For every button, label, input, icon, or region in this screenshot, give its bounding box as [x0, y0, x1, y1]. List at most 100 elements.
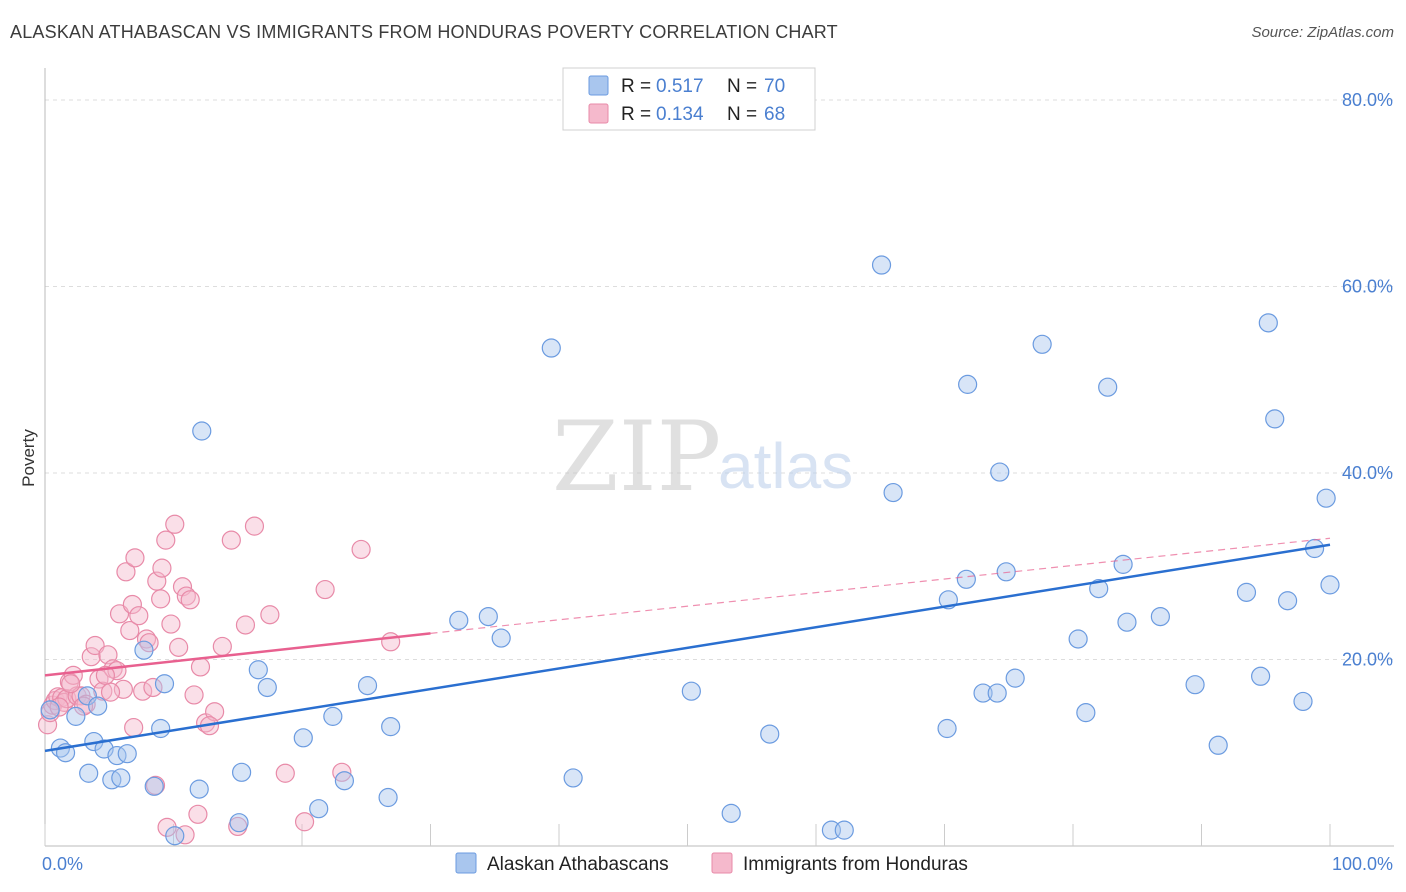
data-point-blue-24: [293, 728, 313, 748]
data-point-blue-12: [117, 744, 137, 764]
grid-lines: [45, 99, 1394, 660]
data-point-blue-41: [871, 255, 892, 275]
data-point-pink-52: [275, 763, 295, 783]
data-point-blue-62: [1236, 582, 1257, 602]
data-point-blue-18: [189, 779, 209, 799]
legend-swatch-pink: [588, 103, 609, 124]
data-point-blue-14: [144, 776, 164, 796]
data-point-blue-61: [1208, 735, 1228, 755]
y-tick-label-0: 20.0%: [1342, 649, 1393, 669]
data-point-blue-63: [1251, 666, 1271, 686]
data-point-blue-33: [491, 628, 511, 648]
data-point-blue-30: [381, 717, 401, 737]
data-point-blue-60: [1185, 675, 1205, 695]
legend-n-value-1: 70: [764, 76, 785, 97]
data-point-blue-11: [111, 768, 131, 788]
data-point-blue-59: [1150, 606, 1170, 627]
trend-line-pink-dashed: [430, 537, 1331, 634]
data-point-pink-16: [93, 681, 113, 701]
data-point-pink-49: [235, 615, 256, 635]
x-axis-ticks: [44, 824, 1331, 846]
series-blue-points: [40, 255, 1340, 846]
data-point-pink-43: [190, 657, 211, 677]
data-point-blue-70: [1320, 575, 1340, 595]
data-point-blue-65: [1265, 409, 1285, 429]
data-point-blue-20: [229, 813, 249, 833]
data-point-pink-60: [73, 696, 94, 716]
data-point-pink-23: [120, 620, 140, 641]
data-point-pink-54: [315, 579, 335, 600]
legend-n-value-2: 68: [764, 104, 785, 125]
data-point-pink-47: [221, 530, 241, 550]
x-tick-label-0: 0.0%: [42, 854, 83, 874]
data-point-pink-35: [161, 614, 181, 634]
data-point-blue-31: [449, 610, 469, 630]
data-point-pink-22: [116, 562, 136, 582]
series-legend-label-pink: Immigrants from Honduras: [743, 854, 968, 875]
x-tick-labels: 0.0% 100.0%: [42, 854, 1393, 874]
data-point-blue-5: [79, 763, 99, 783]
data-point-blue-29: [378, 787, 398, 808]
legend-r-value-2: 0.134: [656, 104, 704, 125]
data-point-pink-34: [156, 530, 176, 550]
y-axis-label: Poverty: [19, 429, 38, 487]
data-point-blue-47: [973, 683, 993, 703]
data-point-pink-0: [37, 715, 58, 735]
trend-lines: [44, 537, 1331, 753]
data-point-blue-21: [232, 762, 252, 782]
data-point-pink-13: [81, 647, 101, 667]
data-point-pink-14: [85, 635, 105, 656]
data-point-blue-13: [134, 640, 154, 660]
data-point-blue-38: [760, 724, 780, 744]
data-point-pink-32: [151, 589, 171, 609]
data-point-pink-30: [143, 677, 163, 698]
data-point-blue-54: [1076, 703, 1096, 723]
y-tick-labels: 20.0% 40.0% 60.0% 80.0%: [1342, 90, 1393, 670]
data-point-blue-7: [88, 696, 108, 716]
data-point-pink-24: [122, 594, 142, 615]
data-point-blue-3: [66, 706, 86, 726]
series-legend-swatch-pink: [711, 852, 733, 874]
data-point-blue-56: [1098, 377, 1118, 397]
series-legend-swatch-blue: [455, 852, 477, 874]
source-label: Source: ZipAtlas.com: [1251, 24, 1394, 41]
series-legend: Alaskan Athabascans Immigrants from Hond…: [455, 852, 968, 875]
data-point-blue-28: [357, 676, 378, 696]
data-point-blue-55: [1089, 579, 1109, 599]
data-point-pink-50: [244, 516, 265, 536]
data-point-pink-27: [133, 681, 153, 701]
data-point-blue-43: [937, 718, 957, 739]
data-point-pink-36: [165, 514, 185, 534]
data-point-pink-42: [188, 804, 208, 824]
data-point-blue-19: [192, 421, 212, 441]
data-point-blue-23: [257, 677, 277, 698]
watermark-zip: ZIP: [552, 401, 721, 513]
data-point-pink-33: [152, 558, 172, 578]
data-point-blue-37: [721, 803, 741, 823]
data-point-blue-51: [1005, 668, 1025, 688]
y-tick-label-3: 80.0%: [1342, 90, 1393, 110]
y-tick-label-1: 40.0%: [1342, 463, 1393, 483]
data-point-pink-40: [180, 590, 200, 610]
stats-legend: R = 0.517 N = 70 R = 0.134 N = 68: [562, 67, 816, 131]
data-point-blue-52: [1032, 334, 1052, 354]
data-point-pink-46: [212, 636, 232, 657]
series-pink-points: [37, 514, 401, 845]
y-tick-label-2: 60.0%: [1342, 276, 1393, 296]
data-point-blue-57: [1113, 554, 1133, 574]
data-point-pink-59: [100, 682, 121, 702]
data-point-pink-26: [129, 606, 149, 626]
data-point-pink-63: [95, 665, 115, 685]
data-point-pink-51: [260, 605, 280, 625]
data-point-blue-17: [165, 826, 185, 846]
data-point-blue-64: [1258, 313, 1278, 333]
data-point-blue-15: [151, 718, 171, 739]
data-point-pink-61: [61, 674, 81, 694]
legend-r-label-1: R =: [621, 76, 651, 97]
data-point-blue-16: [154, 674, 175, 694]
trend-line-pink-solid: [44, 632, 431, 677]
data-point-blue-45: [956, 569, 976, 589]
series-legend-label-blue: Alaskan Athabascans: [487, 854, 669, 875]
data-point-pink-53: [294, 812, 315, 832]
